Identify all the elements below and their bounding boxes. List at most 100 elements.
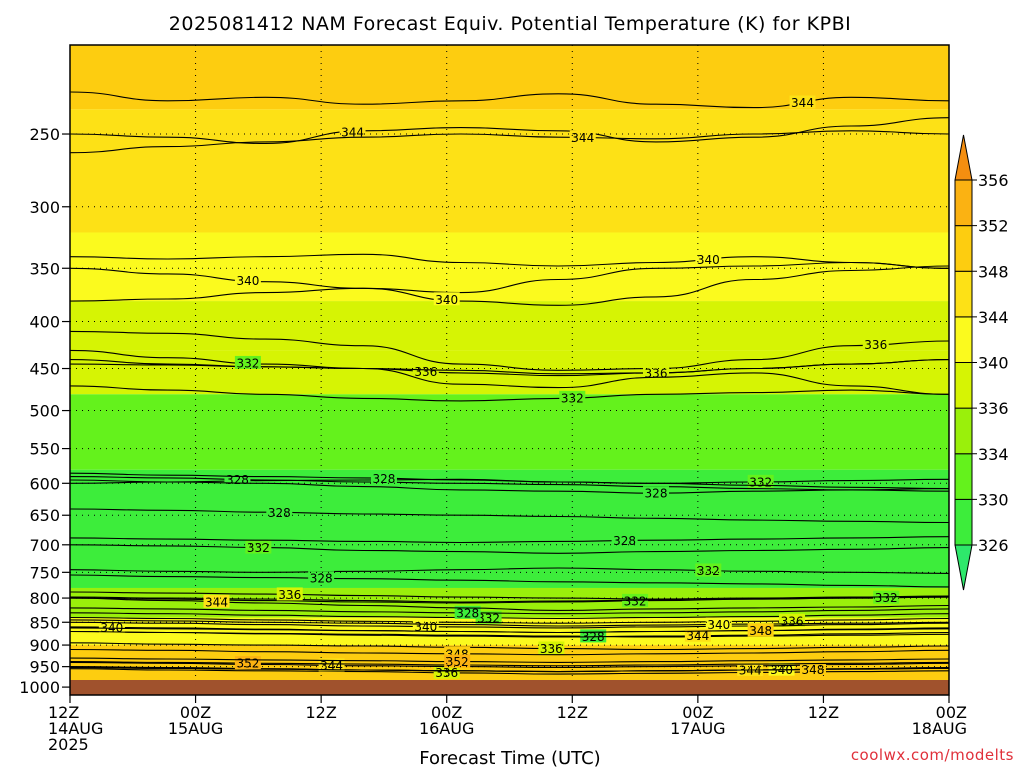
contour-label-bg [454,605,481,619]
x-tick-label: 17AUG [670,719,725,738]
y-tick-label: 950 [29,658,60,677]
contour-label-bg [705,617,732,631]
band-5 [70,394,949,470]
y-tick-label: 250 [29,125,60,144]
contour-336-8 [70,359,949,375]
colorbar-segment [954,498,973,546]
y-tick-label: 500 [29,402,60,421]
contour-label: 340 [236,274,259,288]
x-tick-label: 00Z [431,703,462,722]
contour-label: 332 [697,564,720,578]
colorbar-segment [954,407,973,455]
contour-label: 328 [226,473,249,487]
colorbar-segment [954,179,973,227]
x-tick-label: 12Z [305,703,336,722]
contour-label: 332 [624,594,647,608]
y-tick-label: 700 [29,536,60,555]
contour-label-bg [266,505,293,519]
chart-title: 2025081412 NAM Forecast Equiv. Potential… [169,13,851,35]
contour-344-2 [70,130,949,154]
contour-label-bg [747,474,774,488]
contour-label: 336 [435,666,458,680]
plot-frame [69,44,950,696]
contour-label: 344 [341,126,364,140]
contour-label-bg [433,665,460,679]
contour-label-bg [862,337,889,351]
x-tick-label: 18AUG [912,719,967,738]
y-tick-label: 650 [29,506,60,525]
contour-label-bg [318,658,345,672]
colorbar-tick-label: 352 [978,217,1009,236]
x-tick-label: 00Z [682,703,713,722]
contour-label-bg [611,533,638,547]
colorbar-tick-label: 348 [978,262,1009,281]
contour-label-bg [799,662,826,676]
colorbar-tick-label: 336 [978,399,1009,418]
y-tick-label: 850 [29,613,60,632]
contour-label: 332 [561,391,584,405]
contour-332-10 [70,385,949,402]
contour-336-26 [70,642,949,651]
colorbar-tick-label: 344 [978,308,1009,327]
colorbar-segment [954,316,973,363]
contour-label: 332 [236,356,259,370]
contour-label-bg [276,587,303,601]
contour-328-22 [70,574,949,588]
contour-label: 328 [372,472,395,486]
contour-328-23 [70,607,949,615]
contour-344-0 [70,117,949,145]
contour-label-bg [569,130,596,144]
y-tick-label: 550 [29,440,60,459]
contour-label: 340 [707,618,730,632]
contour-328-20 [70,479,949,494]
contour-label: 328 [613,534,636,548]
colorbar-segment [954,225,973,272]
contour-328-18 [70,472,949,490]
x-tick-label: 00Z [180,703,211,722]
contour-label: 332 [749,475,772,489]
band-1 [70,109,949,233]
contour-label: 328 [268,506,291,520]
contour-328-17 [70,476,949,492]
colorbar-segment [954,362,973,409]
colorbar-tick-label: 356 [978,171,1009,190]
contour-label-bg [224,472,251,486]
y-tick-label: 350 [29,259,60,278]
contour-label-bg [412,364,439,378]
contour-label-bg [245,540,272,554]
x-tick-label: 2025 [48,735,89,754]
contour-340-3 [70,261,949,294]
contour-label: 348 [802,663,825,677]
y-tick-label: 800 [29,589,60,608]
contour-label: 344 [571,131,594,145]
x-tick-label: 14AUG [48,719,103,738]
contour-label-bg [433,292,460,306]
contour-label: 340 [435,293,458,307]
contour-344-35 [70,630,949,638]
x-axis-label: Forecast Time (UTC) [419,748,600,768]
contour-label-bg [370,471,397,485]
contour-label-bg [444,654,471,668]
x-tick-label: 12Z [808,703,839,722]
x-tick-label: 12Z [557,703,588,722]
y-tick-label: 600 [29,474,60,493]
contour-328-19 [70,508,949,524]
y-tick-label: 750 [29,563,60,582]
contour-336-6 [70,330,949,371]
colorbar-tick-label: 340 [978,354,1009,373]
colorbar: 326 330 334 336 340 344 348 352 356 [954,134,1009,591]
colorbar-tick-label: 330 [978,490,1009,509]
contour-352-40 [70,661,949,667]
contour-label-bg [684,628,711,642]
y-tick-label: 300 [29,198,60,217]
contour-label-bg [475,610,502,624]
colorbar-tick-label: 326 [978,536,1009,555]
contour-label-bg [234,355,261,369]
contour-352-41 [70,657,949,663]
colorbar-arrow-low [954,544,973,591]
contour-340-31 [70,619,949,627]
contour-label-bg [789,95,816,109]
contour-label: 328 [645,487,668,501]
